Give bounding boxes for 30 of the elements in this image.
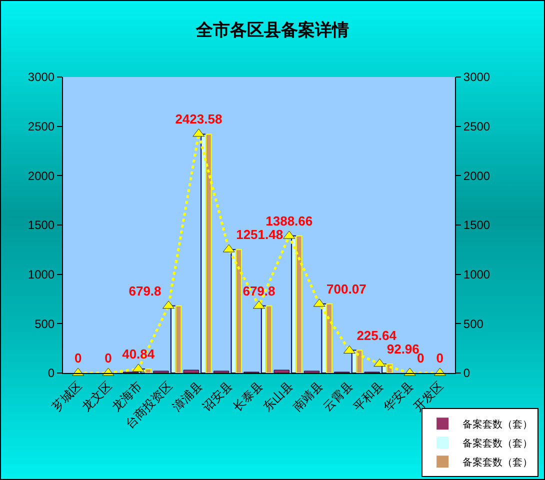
y2-tick-label: 3000 [463, 70, 490, 84]
y2-tick-label: 0 [463, 366, 470, 380]
y-tick-label: 2500 [28, 120, 55, 134]
chart-title: 全市各区县备案详情 [195, 20, 349, 40]
bar [183, 370, 199, 373]
y2-tick-label: 2500 [463, 120, 490, 134]
data-label: 0 [436, 350, 444, 366]
data-label: 40.84 [122, 346, 156, 362]
legend-label: 备案套数（套） [462, 418, 533, 430]
legend-label: 备案套数（套） [462, 437, 533, 450]
y-tick-label: 1500 [28, 218, 55, 232]
data-label: 0 [104, 350, 112, 366]
y-tick-label: 1000 [28, 268, 55, 282]
y2-tick-label: 500 [463, 316, 484, 331]
data-label: 1251.48 [236, 227, 284, 242]
data-label: 1388.66 [266, 213, 313, 228]
y-tick-label: 0 [48, 366, 55, 380]
y-tick-label: 500 [34, 316, 55, 331]
y2-tick-label: 1500 [463, 218, 490, 232]
y-tick-label: 2000 [28, 168, 55, 183]
legend-label: 备案套数（套） [462, 456, 533, 468]
data-label: 679.8 [128, 283, 162, 298]
y2-tick-label: 2000 [463, 168, 490, 183]
bar [274, 370, 290, 373]
y-tick-label: 3000 [28, 70, 55, 84]
data-label: 0 [74, 350, 82, 366]
y2-tick-label: 1000 [463, 268, 490, 282]
data-label: 2423.58 [175, 111, 222, 126]
data-label: 225.64 [356, 328, 398, 344]
data-label: 700.07 [326, 281, 366, 296]
